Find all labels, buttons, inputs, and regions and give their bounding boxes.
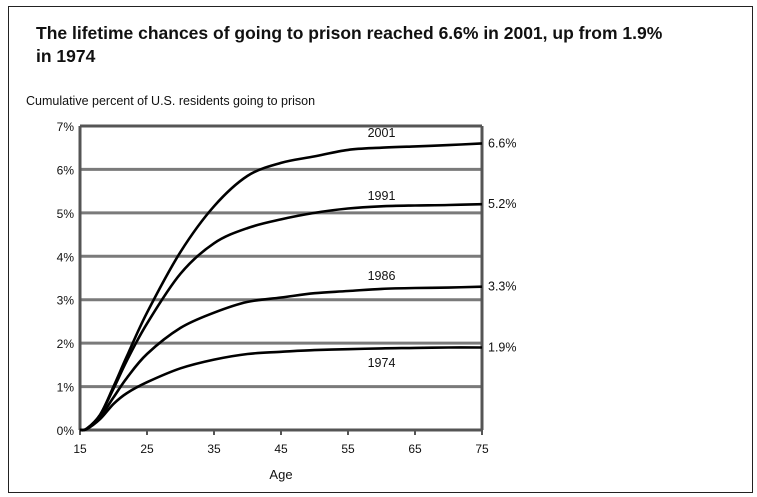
y-tick-label: 5% bbox=[57, 207, 75, 221]
y-axis-label: Cumulative percent of U.S. residents goi… bbox=[26, 94, 316, 108]
gridlines bbox=[80, 167, 482, 389]
chart-labels: 0% 1% 2% 3% 4% 5% 6% 7% 15 25 35 45 55 65 75 6.6% 5.2% 3.… bbox=[57, 120, 517, 456]
end-value-label: 1.9% bbox=[488, 340, 517, 354]
x-axis-label: Age bbox=[269, 467, 292, 482]
end-value-label: 6.6% bbox=[488, 136, 517, 150]
y-tick-label: 1% bbox=[57, 381, 75, 395]
series-lines bbox=[79, 142, 483, 432]
axes bbox=[78, 124, 484, 435]
y-tick-label: 7% bbox=[57, 120, 75, 134]
series-label: 2001 bbox=[368, 126, 396, 140]
x-tick-label: 45 bbox=[274, 442, 288, 456]
series-label: 1974 bbox=[368, 356, 396, 370]
x-tick-label: 15 bbox=[73, 442, 87, 456]
x-tick-label: 65 bbox=[408, 442, 422, 456]
series-line-1986 bbox=[79, 285, 483, 432]
y-tick-label: 6% bbox=[57, 163, 75, 177]
y-tick-label: 0% bbox=[57, 424, 75, 438]
series-label: 1986 bbox=[368, 269, 396, 283]
x-tick-label: 75 bbox=[475, 442, 489, 456]
series-line-1974 bbox=[79, 346, 483, 432]
x-tick-label: 25 bbox=[140, 442, 154, 456]
end-value-label: 3.3% bbox=[488, 280, 517, 294]
end-value-label: 5.2% bbox=[488, 197, 517, 211]
chart-frame bbox=[8, 6, 753, 493]
series-line-1991 bbox=[79, 202, 483, 432]
series-label: 1991 bbox=[368, 189, 396, 203]
y-tick-label: 3% bbox=[57, 294, 75, 308]
x-tick-label: 35 bbox=[207, 442, 221, 456]
y-tick-label: 4% bbox=[57, 250, 75, 264]
x-tick-label: 55 bbox=[341, 442, 355, 456]
y-tick-label: 2% bbox=[57, 337, 75, 351]
chart-title: The lifetime chances of going to prison … bbox=[36, 23, 663, 66]
